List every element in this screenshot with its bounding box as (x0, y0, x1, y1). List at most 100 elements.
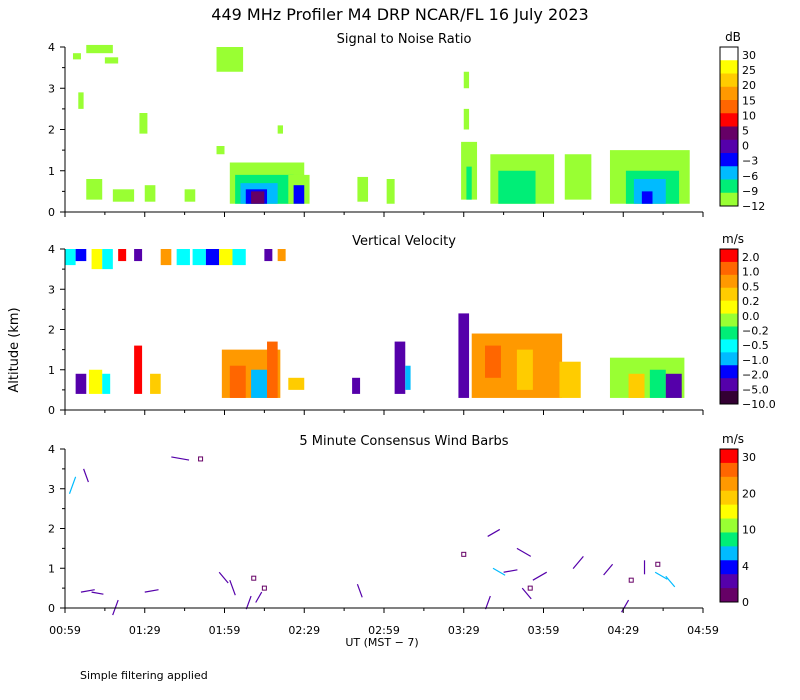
colorbar-frame (719, 46, 739, 207)
colorbar-swatch (720, 73, 738, 88)
y-tick-label: 4 (48, 443, 55, 456)
x-tick-label: 03:59 (528, 624, 560, 637)
data-cell (386, 179, 395, 204)
colorbar-swatch (720, 274, 738, 289)
colorbar-swatch (720, 179, 738, 194)
colorbar-swatch (720, 249, 738, 263)
colorbar-swatch (720, 504, 738, 520)
data-cell (134, 249, 143, 262)
panel-title: 5 Minute Consensus Wind Barbs (299, 434, 508, 449)
colorbar-label: −5.0 (742, 383, 769, 396)
colorbar-swatch (720, 192, 738, 207)
colorbar-unit: m/s (722, 232, 744, 246)
colorbar-swatch (720, 60, 738, 74)
data-cell (559, 361, 581, 398)
colorbar-label: 0.0 (742, 310, 760, 323)
colorbar-label: −0.2 (742, 325, 769, 338)
wind-barb (487, 528, 501, 537)
colorbar-swatch (720, 166, 738, 180)
y-tick-label: 0 (48, 404, 55, 417)
data-cell (405, 365, 411, 390)
colorbar-swatch (720, 126, 738, 141)
colorbar-swatch (720, 365, 738, 379)
colorbar-label: 10 (742, 524, 756, 537)
data-cell (75, 373, 87, 394)
wind-barb (603, 563, 614, 576)
data-cell (267, 341, 278, 398)
colorbar-label: −2.0 (742, 369, 769, 382)
colorbar-swatch (720, 139, 738, 154)
colorbar-swatch (720, 532, 738, 547)
data-cell (102, 373, 111, 394)
wind-barb (245, 595, 252, 610)
colorbar-label: −10.0 (742, 398, 776, 411)
data-cell (564, 154, 592, 200)
data-cell (649, 369, 666, 398)
calm-marker (198, 456, 204, 462)
panel-2: Vertical Velocity 0 1 2 3 4 m/s 2.0 1.00.5 0.2 0.0… (48, 232, 776, 417)
colorbar-label: 30 (742, 451, 756, 464)
colorbar-swatch (720, 313, 738, 327)
colorbar-swatch (720, 588, 738, 603)
y-tick-label: 4 (48, 41, 55, 54)
x-tick-label: 00:59 (49, 624, 81, 637)
data-cell (86, 44, 113, 54)
data-cell (88, 369, 103, 394)
data-cell (641, 191, 653, 204)
data-cell (463, 71, 470, 89)
data-cell (277, 249, 286, 262)
data-cell (65, 249, 76, 266)
colorbar-label: 0 (742, 140, 749, 153)
data-cell (485, 345, 501, 378)
colorbar-swatch (720, 287, 738, 302)
colorbar-swatch (720, 449, 738, 464)
panel-title: Vertical Velocity (352, 234, 456, 249)
y-tick-label: 1 (48, 165, 55, 178)
data-cell (78, 92, 84, 109)
wind-barb (572, 555, 584, 569)
data-cell (118, 249, 127, 262)
colorbar-label: 1.0 (742, 266, 760, 279)
y-tick-label: 1 (48, 364, 55, 377)
chart-title: 449 MHz Profiler M4 DRP NCAR/FL 16 July … (211, 5, 588, 24)
y-tick-label: 3 (48, 483, 55, 496)
data-cell (205, 249, 220, 266)
colorbar-frame (719, 248, 739, 405)
wind-barb (229, 579, 236, 596)
data-cell (72, 53, 81, 60)
wind-barb (91, 591, 104, 595)
calm-marker (527, 585, 533, 591)
data-cell (394, 341, 406, 394)
colorbar-swatch (720, 300, 738, 315)
data-cell (463, 108, 470, 130)
colorbar-unit: dB (725, 30, 741, 44)
colorbar-label: 2.0 (742, 251, 760, 264)
data-cell (516, 349, 533, 390)
data-cell (232, 249, 246, 266)
colorbar-swatch (720, 546, 738, 561)
y-axis-label: Altitude (km) (7, 307, 22, 392)
wind-barb (521, 587, 532, 600)
footnote: Simple filtering applied (80, 669, 208, 682)
data-cell (628, 373, 645, 398)
y-tick-label: 3 (48, 283, 55, 296)
data-cell (251, 369, 268, 398)
data-cell (75, 249, 87, 262)
colorbar-swatch (720, 378, 738, 392)
colorbar-swatch (720, 339, 738, 353)
data-cell (176, 249, 190, 266)
colorbar-frame (719, 448, 739, 603)
wind-barb (532, 571, 548, 581)
colorbar-swatch (720, 476, 738, 492)
data-cell (219, 249, 233, 266)
colorbar-label: 25 (742, 64, 756, 77)
data-cell (112, 189, 135, 202)
colorbar-label: −9 (742, 185, 758, 198)
colorbar-swatch (720, 490, 738, 506)
colorbar-label: 0.2 (742, 295, 760, 308)
y-tick-label: 4 (48, 243, 55, 256)
colorbar-swatch (720, 153, 738, 167)
data-cell (91, 249, 103, 270)
